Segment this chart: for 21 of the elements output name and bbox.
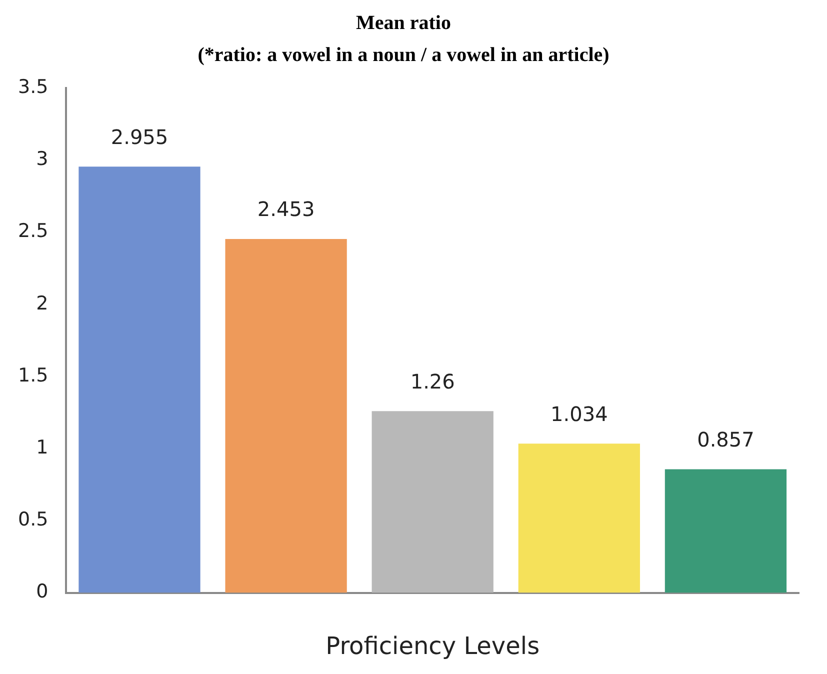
data-label: 2.955 [110, 124, 168, 149]
bar [372, 411, 494, 593]
data-label: 1.034 [550, 402, 608, 426]
bar [664, 469, 787, 593]
data-label: 0.857 [697, 427, 754, 452]
bar [518, 444, 640, 593]
y-tick-label: 2.5 [18, 220, 48, 242]
y-tick-label: 1.5 [18, 364, 48, 386]
data-label: 2.453 [257, 197, 315, 222]
y-tick-label: 0 [36, 580, 48, 603]
chart-subtitle: (*ratio: a vowel in a noun / a vowel in an article) [198, 44, 610, 66]
x-axis-title: Proficiency Levels [326, 632, 540, 660]
chart-title: Mean ratio [356, 12, 451, 34]
bar [78, 166, 200, 593]
y-tick-label: 0.5 [18, 508, 48, 531]
y-tick-label: 3.5 [18, 76, 48, 98]
y-tick-label: 3 [36, 148, 48, 170]
data-label: 1.26 [410, 369, 455, 394]
y-tick-label: 2 [36, 292, 48, 314]
bar [225, 239, 347, 593]
y-tick-label: 1 [36, 436, 48, 459]
